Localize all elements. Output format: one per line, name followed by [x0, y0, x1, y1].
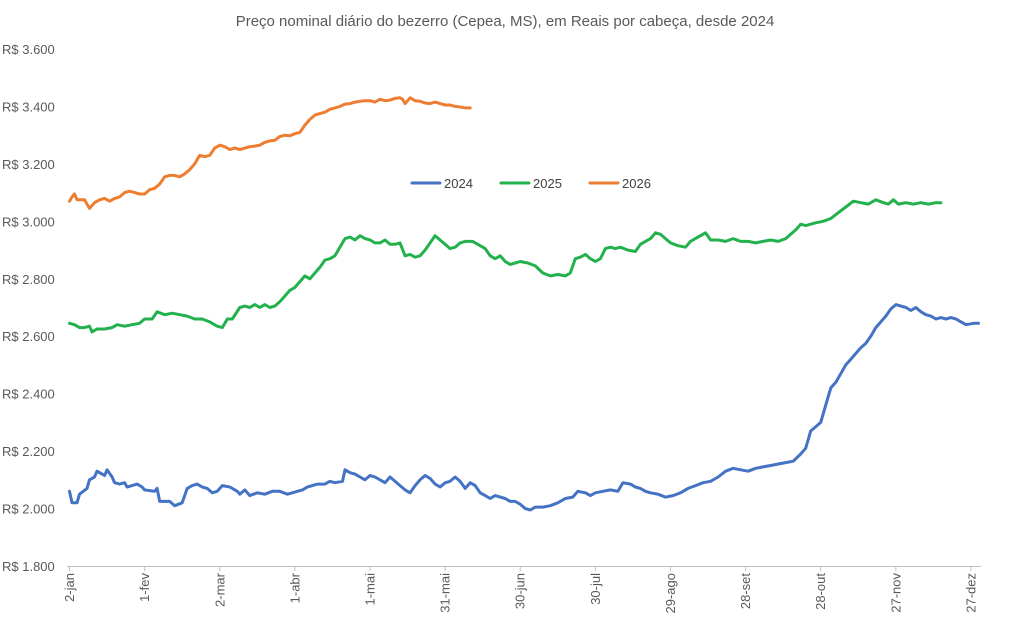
x-tick-label: 27-dez	[963, 573, 978, 613]
y-tick-label: R$ 2.200	[2, 444, 55, 459]
legend-label-2026: 2026	[622, 176, 651, 191]
x-tick-label: 30-jul	[588, 573, 603, 605]
x-tick-label: 28-out	[813, 573, 828, 610]
y-tick-label: R$ 3.000	[2, 214, 55, 229]
legend-label-2024: 2024	[444, 176, 473, 191]
y-tick-label: R$ 2.400	[2, 387, 55, 402]
x-tick-label: 28-set	[738, 573, 753, 610]
x-axis: 2-jan 1-fev 2-mar 1-abr 1-mai 31-mai 30-jun 30-…	[62, 566, 981, 613]
x-tick-label: 29-ago	[663, 573, 678, 613]
x-tick-label: 31-mai	[438, 573, 453, 613]
series-line-2025	[68, 198, 943, 334]
x-tick-label: 1-mai	[362, 573, 377, 606]
x-tick-label: 2-mar	[212, 572, 227, 607]
x-tick-label: 30-jun	[513, 573, 528, 609]
y-tick-label: R$ 3.400	[2, 99, 55, 114]
series-line-2026	[68, 96, 472, 210]
x-tick-label: 1-fev	[137, 573, 152, 602]
series-group	[68, 96, 980, 512]
y-tick-label: R$ 2.800	[2, 272, 55, 287]
legend: 2024 2025 2026	[410, 176, 651, 191]
chart-title: Preço nominal diário do bezerro (Cepea, …	[236, 13, 775, 30]
y-axis: R$ 1.800 R$ 2.000 R$ 2.200 R$ 2.400 R$ 2.600…	[2, 42, 55, 574]
x-tick-label: 2-jan	[62, 573, 77, 602]
y-tick-label: R$ 3.600	[2, 42, 55, 57]
x-tick-label: 27-nov	[888, 573, 903, 613]
series-line-2024	[68, 303, 980, 512]
x-tick-label: 1-abr	[287, 572, 302, 603]
legend-label-2025: 2025	[533, 176, 562, 191]
y-tick-label: R$ 3.200	[2, 157, 55, 172]
y-tick-label: R$ 1.800	[2, 559, 55, 574]
y-tick-label: R$ 2.600	[2, 329, 55, 344]
y-tick-label: R$ 2.000	[2, 502, 55, 517]
